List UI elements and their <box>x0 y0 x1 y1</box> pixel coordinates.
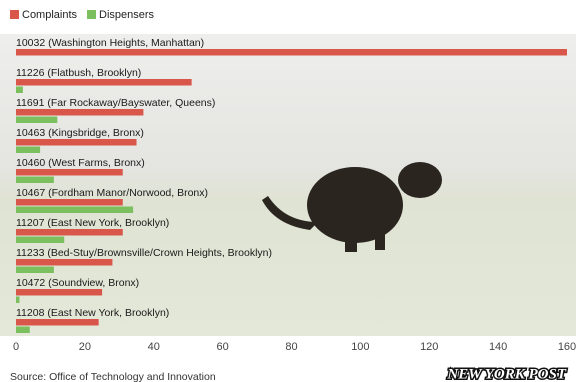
bar <box>16 289 103 296</box>
bar <box>16 326 30 333</box>
source: Source: Office of Technology and Innovat… <box>10 371 216 382</box>
bar <box>16 49 567 56</box>
legend-swatch <box>10 10 19 19</box>
x-tick-label: 20 <box>79 341 91 353</box>
category-label: 11226 (Flatbush, Brooklyn) <box>16 67 141 79</box>
bar <box>16 169 123 176</box>
x-tick-label: 140 <box>489 341 507 353</box>
bar <box>16 109 144 116</box>
bar <box>16 146 41 153</box>
bar <box>16 116 58 123</box>
bar <box>16 259 113 266</box>
x-tick-label: 80 <box>285 341 297 353</box>
category-label: 10032 (Washington Heights, Manhattan) <box>16 37 204 49</box>
x-tick-label: 120 <box>420 341 438 353</box>
category-label: 10463 (Kingsbridge, Bronx) <box>16 127 144 139</box>
x-tick-label: 0 <box>13 341 19 353</box>
x-tick-label: 40 <box>148 341 160 353</box>
legend-swatch <box>87 10 97 19</box>
legend-label: Dispensers <box>99 9 155 21</box>
bar <box>16 86 23 93</box>
category-label: 11207 (East New York, Brooklyn) <box>16 217 169 229</box>
legend-label: Complaints <box>22 9 78 21</box>
logo: NEW YORK POST <box>446 366 566 382</box>
legend: Complaints Dispensers <box>10 9 155 21</box>
bar <box>16 319 99 326</box>
bar <box>16 139 137 146</box>
category-label: 10472 (Soundview, Bronx) <box>16 277 139 289</box>
bar <box>16 206 134 213</box>
category-label: 11208 (East New York, Brooklyn) <box>16 307 169 319</box>
bar <box>16 266 54 273</box>
category-label: 10460 (West Farms, Bronx) <box>16 157 145 169</box>
x-tick-label: 160 <box>558 341 576 353</box>
category-label: 10467 (Fordham Manor/Norwood, Bronx) <box>16 187 208 199</box>
bar <box>16 176 54 183</box>
category-label: 11233 (Bed-Stuy/Brownsville/Crown Height… <box>16 247 272 259</box>
category-label: 11691 (Far Rockaway/Bayswater, Queens) <box>16 97 215 109</box>
bar <box>16 229 123 236</box>
x-tick-label: 100 <box>351 341 369 353</box>
x-tick-label: 60 <box>217 341 229 353</box>
plot: 0 20 40 60 80 100 120 140 160 10032 (Washington H… <box>13 37 576 353</box>
bar <box>16 236 65 243</box>
bar <box>16 296 20 303</box>
bar <box>16 199 123 206</box>
bar <box>16 79 192 86</box>
dog-silhouette <box>262 162 442 252</box>
